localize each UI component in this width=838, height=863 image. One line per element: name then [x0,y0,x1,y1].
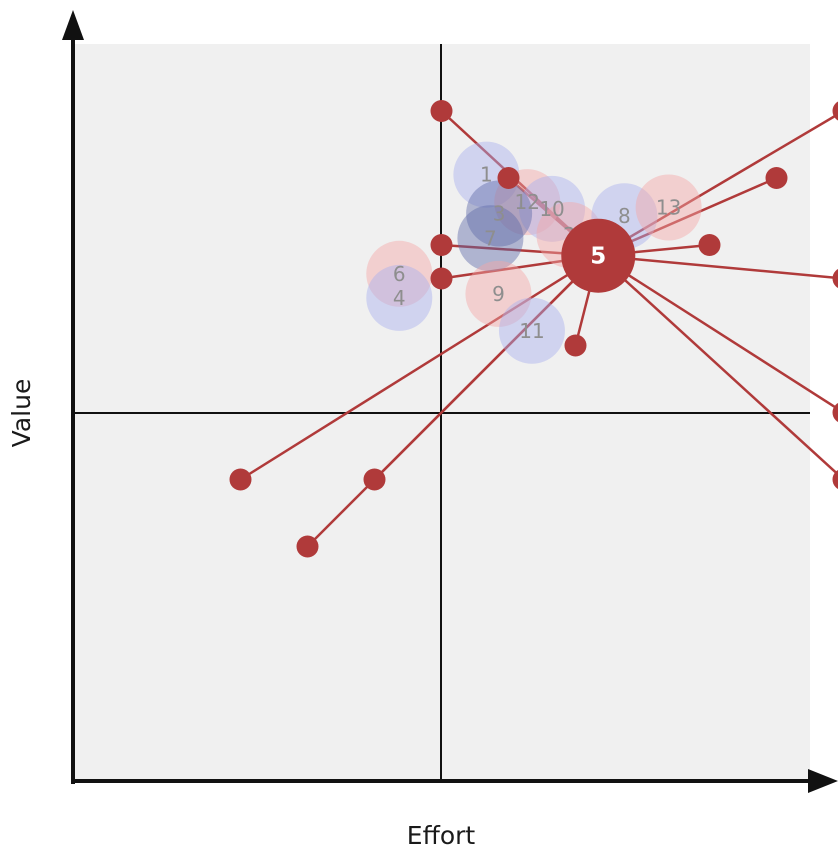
link-endpoint-dot [296,535,319,558]
link-endpoint-dot [698,234,721,256]
x-axis-title: Effort [407,821,476,850]
bubble-label-10: 10 [539,197,564,221]
link-endpoint-dot [497,167,520,189]
link-endpoint-dot [430,267,453,290]
y-axis-arrow-icon [62,10,84,40]
bubble-label-3: 3 [493,202,506,226]
bubble-label-13: 13 [656,195,681,219]
bubble-1 [453,141,520,208]
link-endpoint-dot [765,167,788,189]
y-axis-title: Value [7,379,36,448]
link-endpoint-dot [430,100,453,122]
x-axis-arrow-icon [808,769,838,793]
link-endpoint-dot [832,101,838,121]
focus-point [561,218,636,293]
bubble-label-1: 1 [480,163,493,187]
bubble-label-11: 11 [519,319,544,343]
link-endpoint-dot [430,234,453,256]
bubble-11 [498,297,565,364]
link-line [239,254,599,481]
link-line [597,254,838,411]
link-line [306,254,600,548]
bubbles: 1121032813764911 [366,141,702,364]
link-endpoint-dot [832,469,838,490]
bubble-label-6: 6 [393,262,406,286]
bubble-4 [366,264,433,331]
link-endpoint-dot [832,402,838,423]
bubble-6 [366,240,433,307]
bubble-label-12: 12 [515,190,540,214]
link-endpoint-dot [363,468,386,491]
bubble-10 [519,175,586,242]
link-endpoint-dot [564,334,587,357]
link-endpoint-dot [832,268,838,289]
bubble-7 [457,205,524,272]
link-line [597,112,838,257]
focus-group: 5 [561,218,636,293]
bubble-label-9: 9 [492,282,505,306]
bubble-9 [465,260,532,327]
bubble-label-7: 7 [484,226,497,250]
link-line [597,254,838,477]
link-endpoints [229,100,838,558]
link-line [598,254,838,280]
bubble-label-4: 4 [393,286,406,310]
link-endpoint-dot [229,468,252,491]
bubble-label-8: 8 [618,204,631,228]
focus-point-label: 5 [590,244,606,270]
bubble-3 [466,180,533,247]
bubble-13 [635,174,702,241]
